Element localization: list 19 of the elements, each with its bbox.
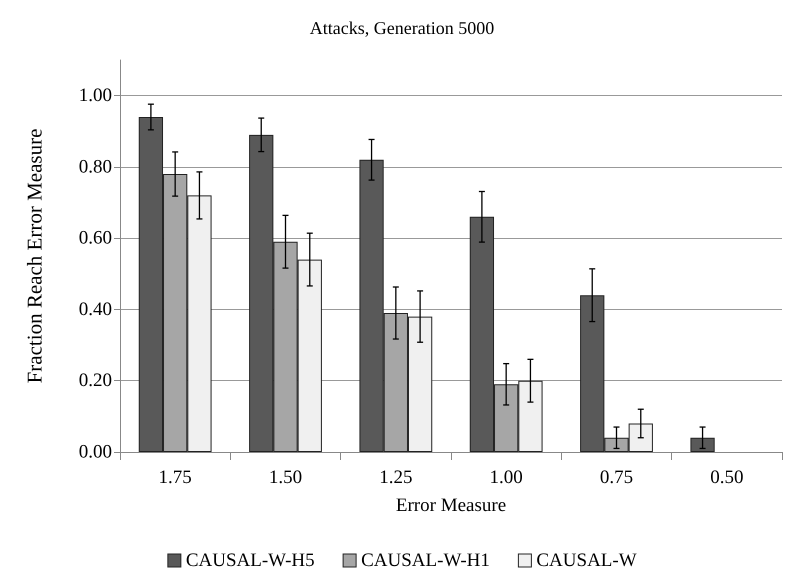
y-axis-title: Fraction Reach Error Measure [22,128,46,384]
y-tick-label: 0.20 [78,370,112,392]
x-tick-label: 0.75 [600,467,634,488]
x-tick-label: 1.25 [379,467,412,488]
x-tick-label: 1.75 [158,467,192,488]
chart-title: Attacks, Generation 5000 [310,18,494,38]
x-tick-label: 0.50 [710,467,744,488]
legend-label: CAUSAL-W-H1 [361,550,490,571]
y-tick-label: 0.60 [78,228,112,249]
x-axis-title: Error Measure [396,495,506,516]
legend-label: CAUSAL-W-H5 [186,550,315,571]
bar [690,438,715,452]
y-tick-label: 1.00 [78,85,112,106]
y-tick-label: 0.00 [78,442,112,462]
x-tick-label: 1.50 [268,467,302,488]
y-tick-label: 0.80 [78,156,112,178]
y-tick-label: 0.40 [78,298,112,320]
x-tick-label: 1.00 [490,467,523,488]
legend-label: CAUSAL-W [536,550,637,571]
